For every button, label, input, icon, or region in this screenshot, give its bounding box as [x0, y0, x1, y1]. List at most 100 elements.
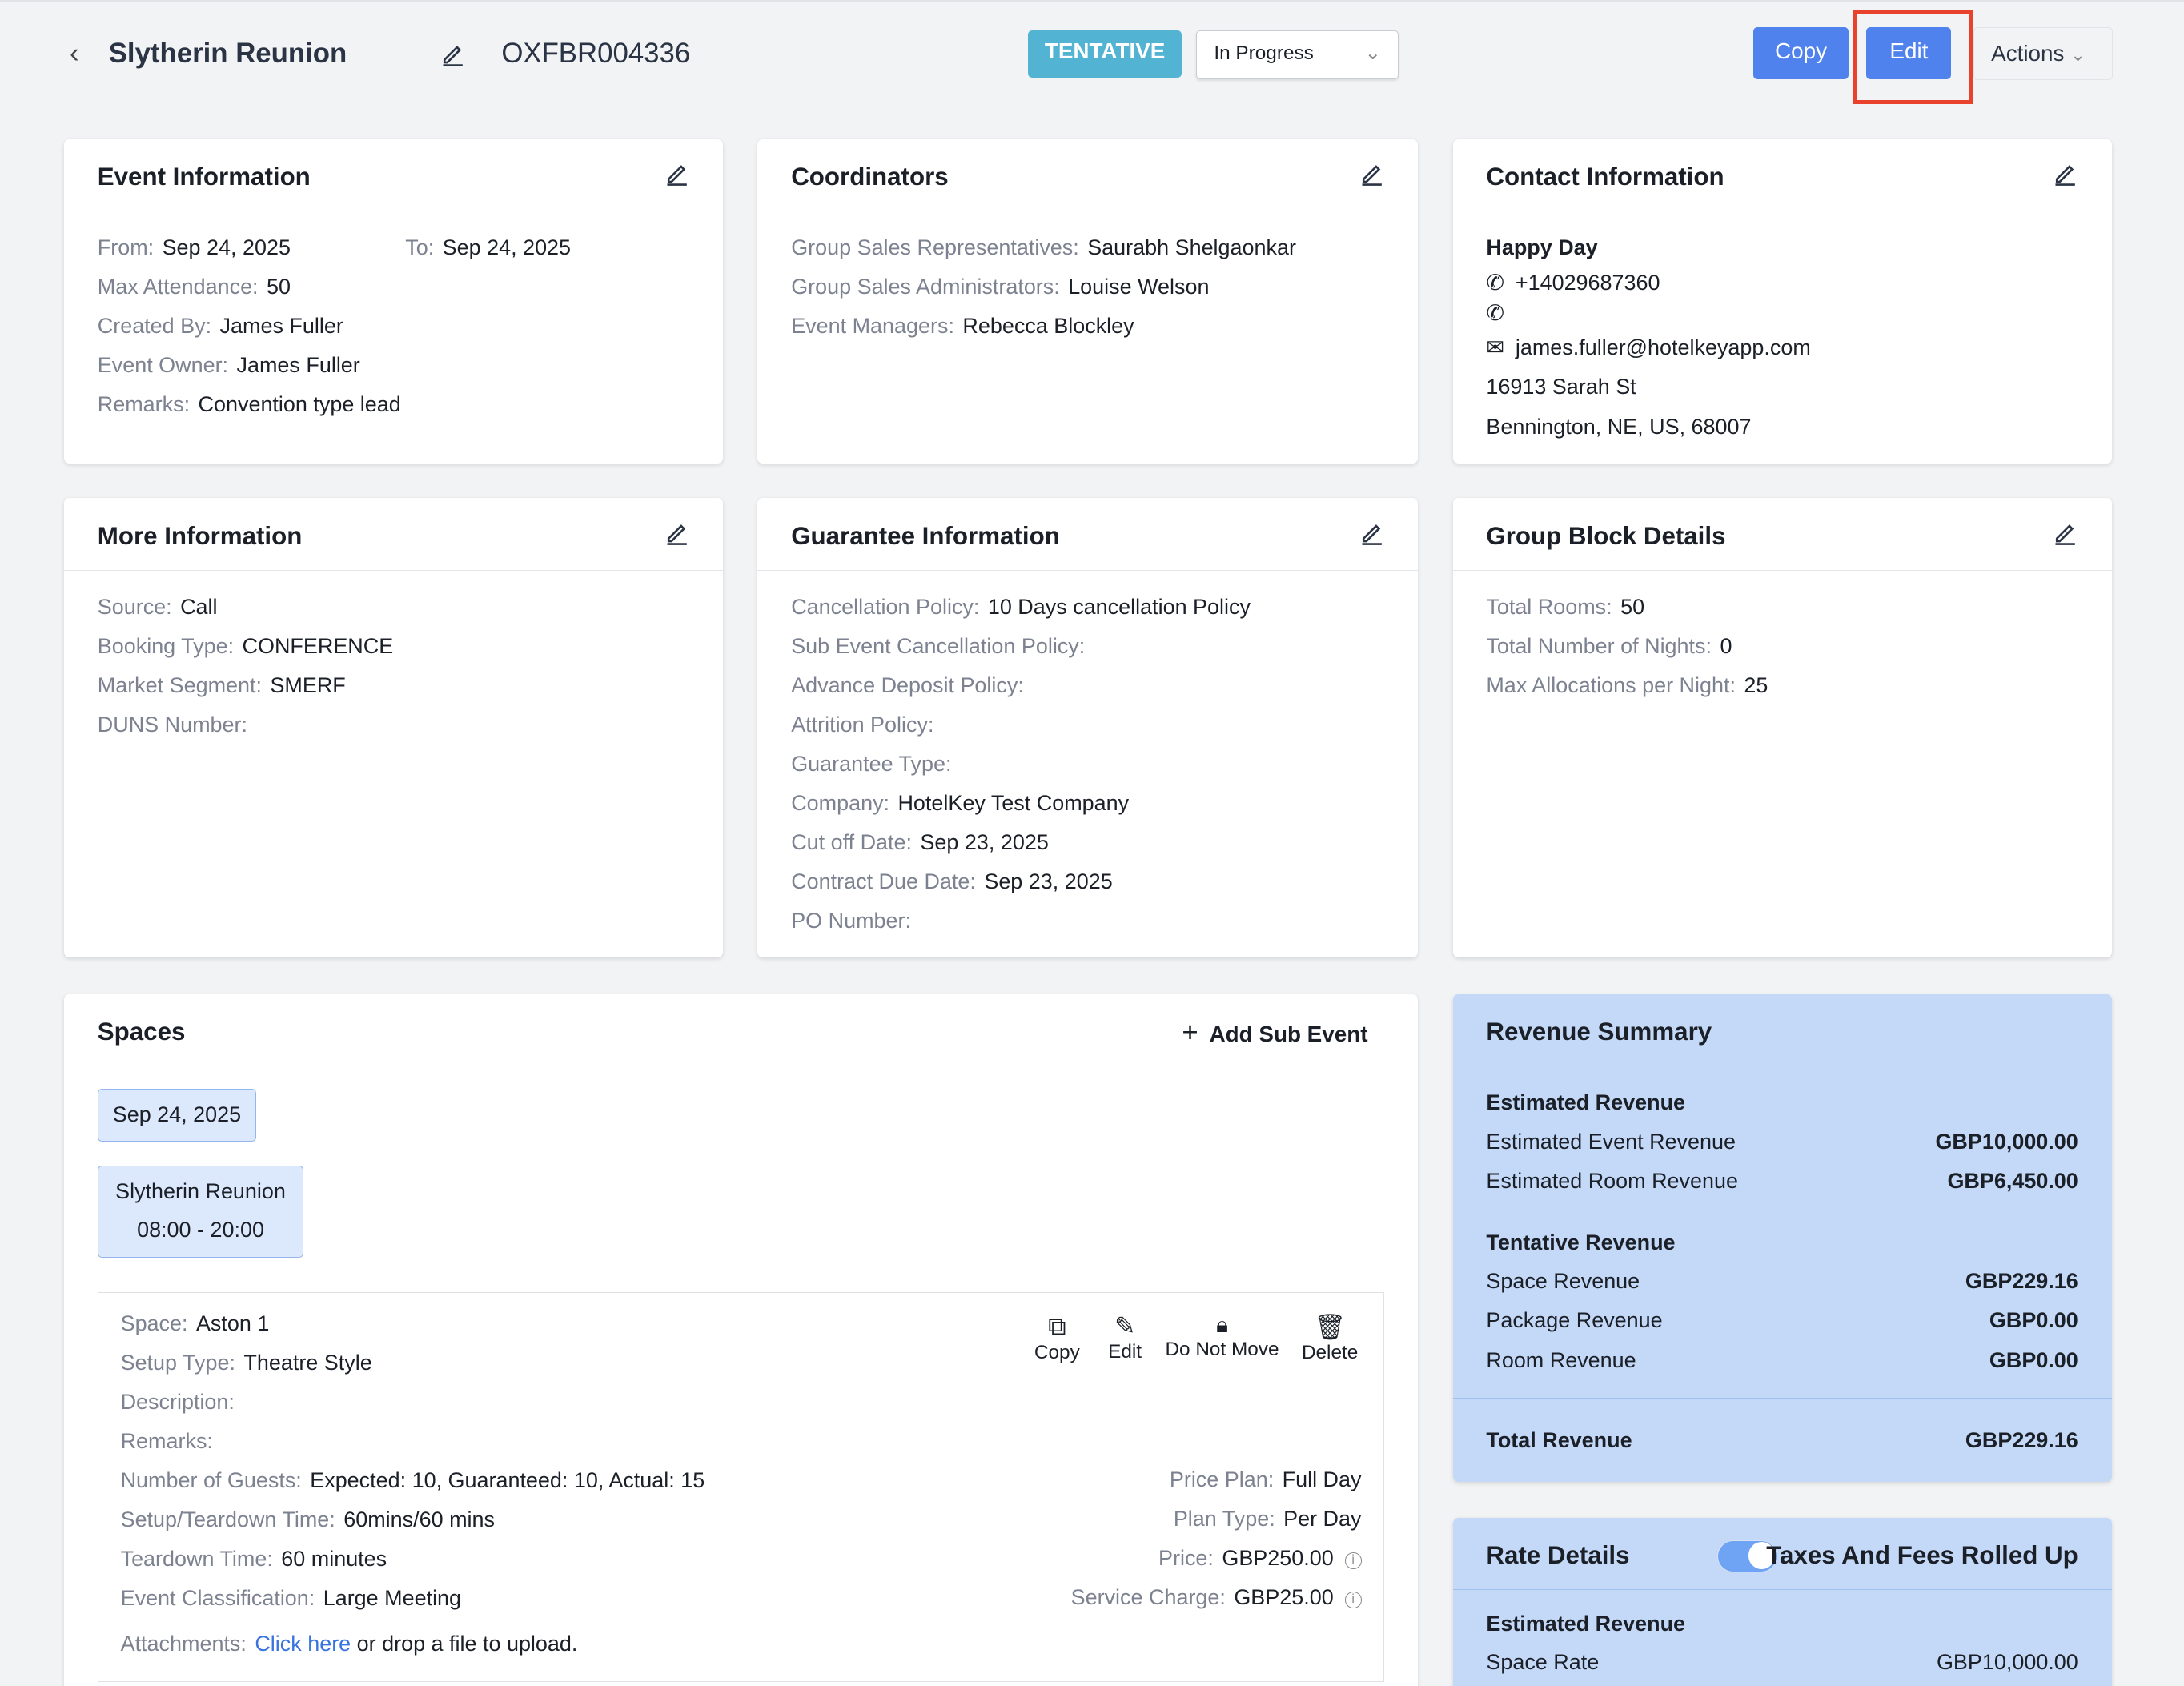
tool-label: Edit	[1108, 1341, 1142, 1363]
field-label: Contract Due Date:	[791, 869, 976, 894]
field-value: Aston 1	[195, 1311, 270, 1335]
contact-information-card: Contact Information Happy Day ✆ +14029687…	[1452, 138, 2112, 464]
to-label: To:	[405, 235, 435, 259]
status-badge: TENTATIVE	[1027, 30, 1182, 78]
copy-button[interactable]: Copy	[1753, 27, 1849, 79]
tool-label: Delete	[1301, 1342, 1359, 1364]
field-row: Description:	[121, 1383, 705, 1422]
status-select-value: In Progress	[1214, 42, 1314, 64]
sub-event-chip[interactable]: Slytherin Reunion 08:00 - 20:00	[97, 1165, 304, 1258]
section-title: Estimated Revenue	[1486, 1090, 1686, 1115]
actions-label: Actions	[1991, 40, 2065, 66]
card-title: Contact Information	[1486, 163, 1724, 191]
card-title: Coordinators	[791, 163, 949, 191]
card-title: Spaces	[97, 1018, 186, 1046]
status-select[interactable]: In Progress ⌄	[1196, 30, 1399, 79]
field-row: Market Segment: SMERF	[98, 666, 689, 705]
do-not-move-button[interactable]: 🔒︎ Do Not Move	[1165, 1312, 1279, 1361]
pencil-icon[interactable]	[2053, 161, 2078, 187]
from-label: From:	[97, 235, 155, 259]
field-row: Space Rate GBP10,000.00	[1486, 1643, 2078, 1682]
field-row: Company: HotelKey Test Company	[791, 784, 1384, 823]
add-sub-event-button[interactable]: + Add Sub Event	[1182, 1018, 1367, 1049]
field-label: Number of Guests:	[120, 1468, 302, 1493]
field-label: Setup Type:	[120, 1351, 235, 1375]
card-header: Spaces + Add Sub Event	[64, 994, 1419, 1067]
field-label: Remarks:	[120, 1429, 213, 1454]
revenue-row: Space Revenue GBP229.16	[1486, 1262, 2078, 1301]
field-row: Total Number of Nights: 0	[1486, 627, 2078, 666]
chevron-left-icon[interactable]: ‹	[69, 38, 79, 70]
date-chip[interactable]: Sep 24, 2025	[97, 1089, 257, 1142]
guarantee-information-card: Guarantee Information Cancellation Polic…	[757, 498, 1419, 958]
field-label: Service Charge:	[1070, 1584, 1226, 1609]
contact-email[interactable]: james.fuller@hotelkeyapp.com	[1515, 335, 1811, 360]
card-header: Contact Information	[1452, 139, 2112, 211]
field-row: Price: GBP250.00 i	[1071, 1539, 1362, 1578]
field-value: GBP250.00	[1222, 1545, 1334, 1570]
field-label: Source:	[97, 594, 172, 619]
attachments-label: Attachments:	[120, 1632, 247, 1656]
card-header: Coordinators	[757, 139, 1419, 211]
copy-space-button[interactable]: ⧉ Copy	[1034, 1312, 1080, 1364]
pencil-icon[interactable]	[1359, 520, 1384, 546]
field-value: Sep 23, 2025	[920, 829, 1049, 854]
field-row: Cancellation Policy: 10 Days cancellation…	[791, 588, 1384, 627]
revenue-row: Package Revenue GBP0.00	[1486, 1301, 2078, 1340]
edit-button[interactable]: Edit	[1866, 27, 1952, 79]
section-title: Estimated Revenue	[1486, 1611, 1686, 1636]
field-value: HotelKey Test Company	[897, 790, 1130, 815]
field-row: Source: Call	[98, 588, 689, 627]
chevron-down-icon: ⌄	[1364, 42, 1381, 64]
header: ‹ Slytherin Reunion OXFBR004336 TENTATIV…	[0, 2, 2184, 111]
field-row: Number of Guests: Expected: 10, Guarantee…	[121, 1461, 705, 1500]
info-icon[interactable]: i	[1344, 1552, 1362, 1570]
revenue-value: GBP6,450.00	[1947, 1168, 2078, 1193]
event-information-card: Event Information From: Sep 24, 2025 To: Se…	[64, 138, 723, 464]
field-row: PO Number:	[791, 901, 1384, 941]
section-title: Tentative Revenue	[1486, 1230, 1676, 1254]
pencil-icon[interactable]	[664, 161, 689, 187]
pencil-icon[interactable]	[1359, 161, 1384, 187]
info-icon[interactable]: i	[1344, 1592, 1362, 1609]
pencil-icon[interactable]	[440, 42, 465, 66]
delete-space-button[interactable]: 🗑︎ Delete	[1302, 1312, 1358, 1364]
field-value: SMERF	[270, 672, 346, 697]
event-title: Slytherin Reunion	[108, 38, 347, 70]
field-value: 60mins/60 mins	[343, 1507, 495, 1532]
trash-icon: 🗑︎	[1314, 1313, 1346, 1342]
revenue-label: Estimated Event Revenue	[1486, 1129, 1736, 1154]
total-revenue-row: Total Revenue GBP229.16	[1452, 1398, 2112, 1481]
field-row: Event Classification: Large Meeting	[121, 1579, 705, 1618]
event-code: OXFBR004336	[501, 38, 691, 70]
field-label: PO Number:	[791, 909, 911, 933]
card-title: Guarantee Information	[791, 521, 1060, 550]
field-row: Event Owner: James Fuller	[98, 346, 689, 385]
field-value: Large Meeting	[323, 1586, 462, 1611]
pencil-icon[interactable]	[664, 520, 689, 546]
actions-dropdown[interactable]: Actions ⌄	[1973, 27, 2114, 81]
taxes-toggle[interactable]	[1717, 1539, 1777, 1572]
card-title: More Information	[97, 521, 303, 550]
field-label: Remarks:	[97, 392, 191, 417]
field-label: Created By:	[97, 313, 212, 338]
field-row: Contract Due Date: Sep 23, 2025	[791, 862, 1384, 901]
edit-space-button[interactable]: ✎ Edit	[1108, 1312, 1142, 1363]
field-row: Booking Type: CONFERENCE	[98, 627, 689, 666]
field-row: Setup/Teardown Time: 60mins/60 mins	[121, 1500, 705, 1539]
field-row: Remarks: Convention type lead	[98, 385, 689, 424]
revenue-label: Package Revenue	[1486, 1308, 1663, 1333]
more-information-card: More Information Source: Call Booking Type…	[64, 498, 723, 958]
card-title: Group Block Details	[1486, 521, 1726, 550]
tool-label: Copy	[1034, 1342, 1080, 1364]
revenue-value: GBP0.00	[1989, 1347, 2078, 1372]
upload-link[interactable]: Click here	[255, 1632, 351, 1656]
tool-label: Do Not Move	[1165, 1339, 1279, 1361]
field-label: Booking Type:	[97, 633, 235, 658]
field-row: Remarks:	[121, 1422, 705, 1461]
total-value: GBP229.16	[1965, 1427, 2078, 1452]
sub-event-name: Slytherin Reunion	[115, 1178, 286, 1203]
pencil-icon[interactable]	[2053, 520, 2078, 546]
card-header: More Information	[64, 498, 723, 571]
field-value: Saurabh Shelgaonkar	[1087, 235, 1296, 259]
